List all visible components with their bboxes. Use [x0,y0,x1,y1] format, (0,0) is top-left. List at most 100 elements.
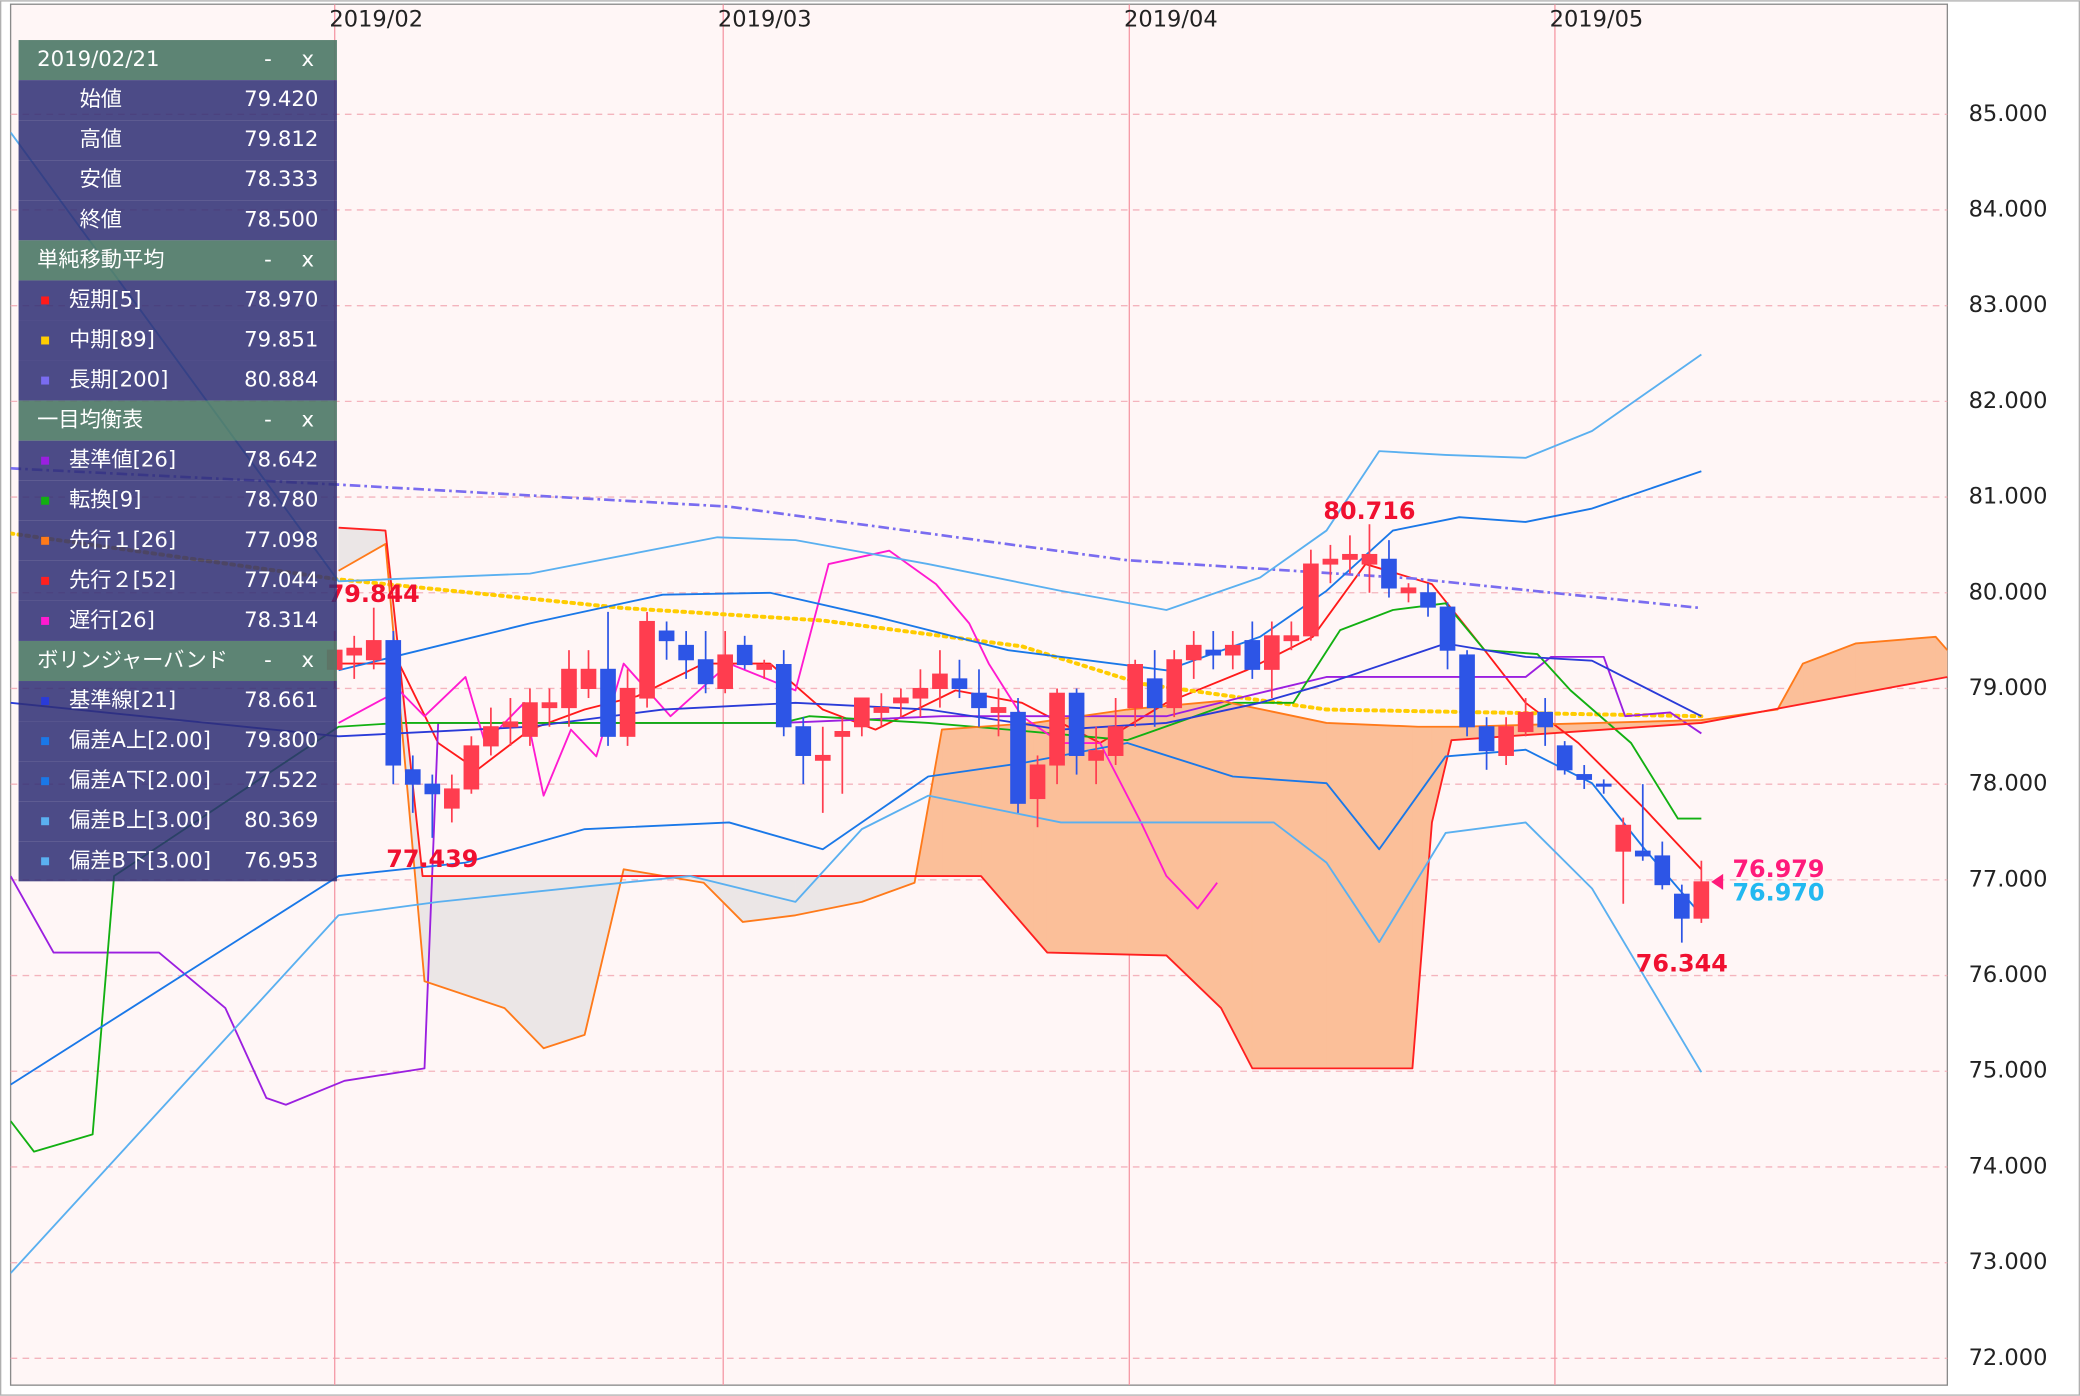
y-tick-label: 73.000 [1969,1249,2048,1275]
panel-row [18,681,337,722]
candle-body [1400,587,1417,594]
candle-body [1381,558,1397,589]
close-button[interactable]: x [301,408,314,433]
x-tick-label: 2019/05 [1550,7,1644,33]
candle-body [658,630,675,642]
cloud-fill [1166,700,1222,1009]
candle-body [1166,659,1183,709]
panel-row [18,120,337,161]
candle-body [522,702,538,737]
close-button[interactable]: x [301,648,314,673]
candle-body [1205,649,1222,656]
candle-body [697,659,714,685]
price-label: 77.439 [386,845,478,873]
row-value: 80.369 [244,808,318,833]
panel-row [18,600,337,641]
candle-body [1146,678,1163,709]
candle-body [424,783,441,795]
candle-body [1556,745,1573,771]
candle-body [1595,783,1612,787]
panel-row [18,560,337,601]
candle-body [444,788,460,809]
candle-body [1674,893,1690,919]
candle-body [1107,726,1124,756]
candle-body [561,668,577,709]
indicator-line [338,526,1948,1070]
row-value: 76.953 [244,848,318,873]
candle-body [1010,711,1026,804]
panel-title: 単純移動平均 [37,247,164,272]
candle-body [346,647,363,656]
indicator-lines [10,131,1948,1274]
row-name: 遅行[26] [69,608,155,633]
candle-body [1537,711,1553,728]
row-name: 短期[5] [69,287,141,312]
row-name: 偏差B上[3.00] [69,808,211,833]
cloud [338,527,1948,1069]
minimize-button[interactable]: - [264,408,272,433]
row-name: 先行２[52] [69,568,176,593]
candle-body [1361,553,1378,565]
cloud-fill [1220,700,1253,1069]
minimize-button[interactable]: - [264,47,272,72]
candle-body [541,702,558,709]
last-price-label: 76.970 [1732,879,1824,907]
candle-body [1322,558,1339,565]
panel-title: 2019/02/21 [37,47,159,72]
candle-body [990,707,1007,713]
close-button[interactable]: x [301,247,314,272]
price-label: 76.344 [1636,950,1728,978]
candle-body [814,754,831,761]
row-value: 79.812 [244,127,318,152]
row-name: 偏差A上[2.00] [69,728,211,753]
candle-body [1459,654,1475,728]
candle-body [736,644,753,666]
legend-swatch [41,456,50,465]
y-tick-label: 84.000 [1969,196,2048,222]
candle-body [1283,635,1300,642]
row-value: 79.800 [244,728,318,753]
indicator-line [338,563,1703,870]
cloud-fill [543,875,585,1049]
candle-body [385,640,402,766]
minimize-button[interactable]: - [264,648,272,673]
candle-body [580,668,597,689]
row-name: 中期[89] [69,328,155,353]
candle-body [1576,774,1593,780]
row-value: 79.420 [244,87,318,112]
candle-body [365,640,382,661]
row-value: 77.522 [244,768,318,793]
legend-swatch [41,857,50,866]
panel-row [18,440,337,481]
legend-swatch [41,737,50,746]
row-name: 転換[9] [69,488,141,513]
cloud-fill [1033,720,1048,954]
panel-header [18,240,337,281]
candle-body [873,707,890,713]
legend-swatch [41,817,50,826]
candle-body [502,721,519,728]
panel-row [18,480,337,521]
candle-body [912,687,929,699]
y-tick-label: 72.000 [1969,1345,2048,1371]
candle-body [932,673,948,689]
cloud-fill [1451,726,1460,741]
panel-row [18,320,337,361]
x-tick-label: 2019/04 [1124,7,1218,33]
close-button[interactable]: x [301,47,314,72]
candle-body [1615,824,1632,852]
x-tick-label: 2019/02 [329,7,423,33]
candle-body [951,678,968,689]
panel-title: ボリンジャーバンド [37,648,228,673]
row-name: 始値 [80,87,122,112]
candle-body [854,697,870,728]
indicator-line [10,531,1704,719]
candle-body [1342,553,1358,560]
candle-body [1049,692,1065,766]
panel-row [18,80,337,121]
y-tick-label: 74.000 [1969,1153,2048,1179]
minimize-button[interactable]: - [264,247,272,272]
candle-body [1088,750,1104,761]
indicator-line [10,794,1703,1274]
